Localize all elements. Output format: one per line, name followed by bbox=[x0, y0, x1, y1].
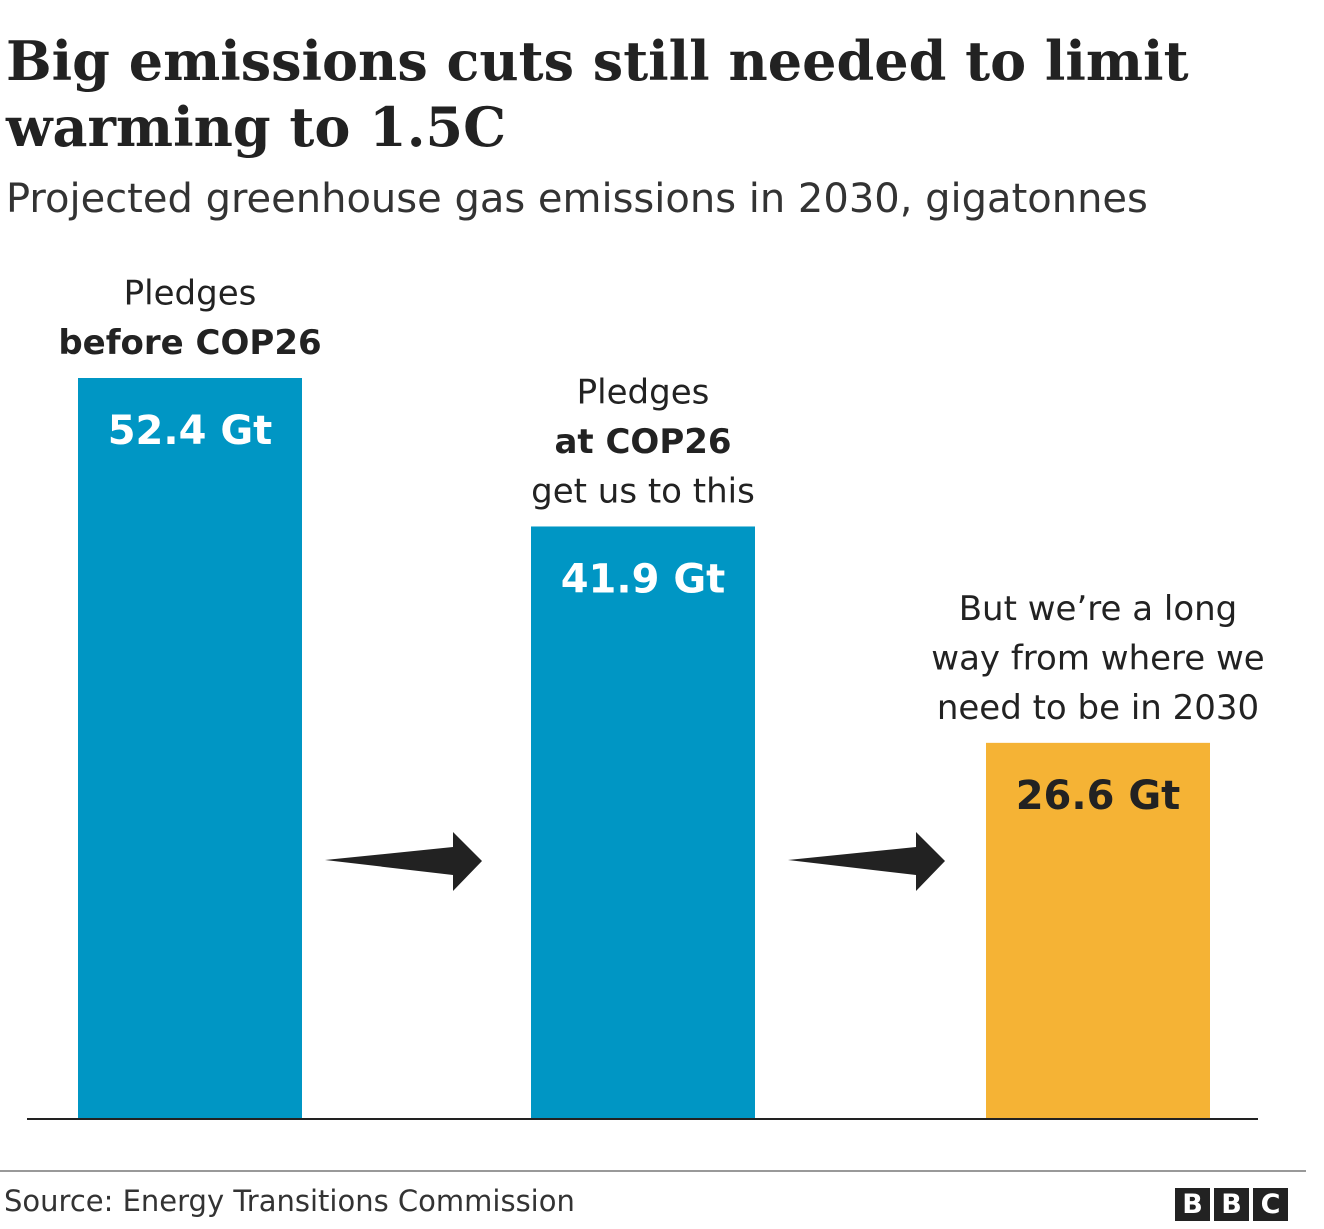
source-note: Source: Energy Transitions Commission bbox=[4, 1184, 575, 1218]
category-label: get us to this bbox=[531, 471, 755, 511]
data-label: 52.4 Gt bbox=[108, 408, 273, 454]
bar bbox=[986, 742, 1210, 1119]
chart-title: Big emissions cuts still needed to limit… bbox=[6, 29, 1189, 159]
bar bbox=[531, 526, 755, 1119]
category-label: at COP26 bbox=[554, 422, 731, 462]
category-label: way from where we bbox=[931, 638, 1264, 678]
category-label: before COP26 bbox=[58, 323, 321, 363]
data-label: 41.9 Gt bbox=[561, 556, 726, 602]
bar bbox=[78, 378, 302, 1119]
category-label: But we’re a long bbox=[959, 589, 1238, 629]
arrow-icon bbox=[788, 832, 945, 891]
category-label: Pledges bbox=[124, 274, 257, 314]
category-label: Pledges bbox=[577, 372, 710, 412]
arrow-icon bbox=[325, 832, 482, 891]
data-label: 26.6 Gt bbox=[1016, 773, 1181, 819]
category-label: need to be in 2030 bbox=[937, 688, 1259, 728]
chart-subtitle: Projected greenhouse gas emissions in 20… bbox=[6, 176, 1148, 222]
